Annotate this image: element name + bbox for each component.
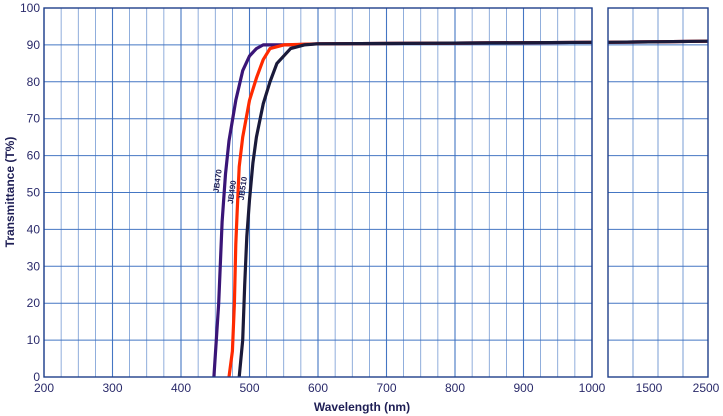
y-tick-label: 10 <box>27 333 41 347</box>
series-line-jb470 <box>212 40 592 377</box>
curve-label-jb490: JB490 <box>226 179 238 204</box>
x-tick-label: 500 <box>239 381 259 395</box>
y-tick-label: 60 <box>27 149 41 163</box>
x-tick-label-break: 1500 <box>636 381 663 395</box>
main-panel-frame <box>43 7 593 378</box>
series-group <box>212 39 708 377</box>
series-line-jb510-break <box>608 39 708 44</box>
y-tick-label: 70 <box>27 112 41 126</box>
x-tick-label: 700 <box>376 381 396 395</box>
y-tick-label: 80 <box>27 75 41 89</box>
y-tick-label: 50 <box>27 186 41 200</box>
curve-label-jb470: JB470 <box>212 168 224 193</box>
break-panel-frame <box>607 7 709 378</box>
x-tick-label: 800 <box>445 381 465 395</box>
y-axis-title: Transmittance (T%) <box>3 137 17 248</box>
y-tick-label: 20 <box>27 296 41 310</box>
y-tick-label: 0 <box>33 370 40 384</box>
x-tick-label: 300 <box>102 381 122 395</box>
x-axis-title: Wavelength (nm) <box>314 400 410 414</box>
x-tick-label: 600 <box>308 381 328 395</box>
y-tick-label: 30 <box>27 259 41 273</box>
curve-label-jb510: JB510 <box>237 176 249 201</box>
x-tick-label-break: 2500 <box>693 381 720 395</box>
series-line-jb510 <box>237 40 592 377</box>
y-tick-label: 90 <box>27 38 41 52</box>
plot-frame <box>43 7 709 378</box>
y-tick-label: 100 <box>20 1 40 15</box>
x-tick-label: 400 <box>171 381 191 395</box>
tick-labels: 0 10 20 30 40 50 60 70 80 90 100 200 300 400 500 600 700… <box>20 1 720 395</box>
x-tick-label: 200 <box>34 381 54 395</box>
x-tick-label: 1000 <box>579 381 606 395</box>
x-tick-label: 900 <box>513 381 533 395</box>
y-tick-label: 40 <box>27 222 41 236</box>
